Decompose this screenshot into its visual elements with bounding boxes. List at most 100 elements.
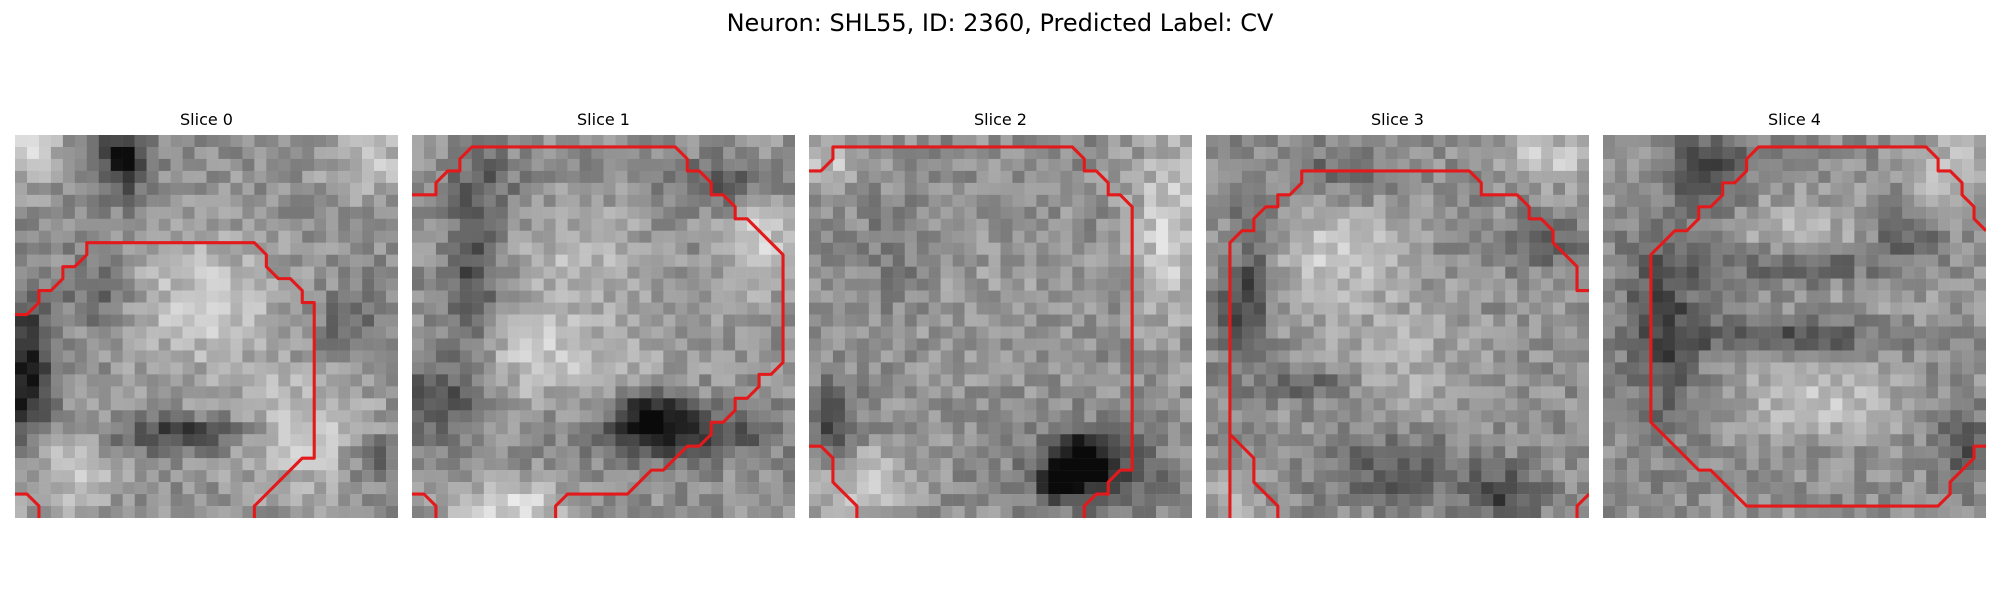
pixel (1770, 266, 1783, 279)
pixel (964, 242, 977, 255)
pixel (591, 135, 604, 148)
pixel (86, 374, 100, 387)
pixel (1603, 182, 1616, 196)
pixel (1626, 135, 1640, 148)
pixel (1577, 314, 1589, 327)
pixel (1156, 158, 1169, 172)
pixel (1866, 182, 1879, 196)
pixel (62, 170, 76, 184)
pixel (952, 446, 965, 459)
pixel (1890, 278, 1903, 291)
pixel (495, 398, 508, 411)
pixel (1674, 290, 1688, 303)
pixel (1662, 362, 1676, 375)
pixel (1890, 398, 1903, 411)
pixel (687, 350, 700, 363)
pixel (1974, 278, 1986, 291)
pixel (314, 230, 327, 243)
pixel (1048, 170, 1061, 184)
pixel (627, 182, 640, 196)
pixel (1084, 362, 1097, 375)
pixel (1337, 194, 1350, 208)
pixel (1818, 278, 1831, 291)
pixel (1662, 290, 1676, 303)
pixel (856, 398, 870, 411)
pixel (1000, 506, 1013, 518)
pixel (1517, 494, 1530, 507)
pixel (1890, 254, 1903, 267)
pixel (579, 290, 592, 303)
pixel (1108, 230, 1121, 243)
pixel (1421, 470, 1434, 483)
pixel (880, 278, 894, 291)
pixel (15, 494, 28, 507)
pixel (423, 206, 437, 220)
pixel (543, 326, 556, 339)
pixel (86, 386, 100, 399)
pixel (783, 350, 795, 363)
pixel (904, 290, 917, 303)
pixel (1806, 362, 1819, 375)
pixel (1132, 374, 1145, 387)
pixel (350, 434, 363, 447)
pixel (1253, 182, 1267, 196)
pixel (1337, 422, 1350, 435)
pixel (290, 338, 303, 351)
pixel (783, 398, 795, 411)
pixel (591, 278, 604, 291)
pixel (651, 434, 664, 447)
pixel (483, 266, 497, 279)
pixel (1698, 410, 1711, 423)
pixel (122, 386, 135, 399)
pixel (1397, 135, 1410, 148)
pixel (1734, 158, 1747, 172)
pixel (1517, 278, 1530, 291)
pixel (1108, 326, 1121, 339)
pixel (1108, 254, 1121, 267)
pixel (1493, 434, 1506, 447)
pixel (687, 326, 700, 339)
pixel (1289, 302, 1302, 315)
pixel (651, 422, 664, 435)
pixel (615, 230, 628, 243)
pixel (868, 350, 882, 363)
pixel (302, 278, 315, 291)
pixel (1638, 410, 1652, 423)
pixel (134, 135, 147, 148)
pixel (555, 146, 568, 160)
pixel (1036, 230, 1049, 243)
pixel (38, 434, 52, 447)
pixel (567, 206, 580, 220)
pixel (928, 278, 941, 291)
pixel (1421, 482, 1434, 495)
pixel (194, 506, 207, 518)
pixel (1842, 302, 1855, 315)
pixel (880, 302, 894, 315)
pixel (651, 314, 664, 327)
pixel (1734, 242, 1747, 255)
pixel (1349, 374, 1362, 387)
pixel (483, 146, 497, 160)
pixel (615, 446, 628, 459)
pixel (663, 398, 676, 411)
pixel (1120, 338, 1133, 351)
pixel (362, 230, 375, 243)
pixel (687, 410, 700, 423)
pixel (1084, 206, 1097, 220)
pixel (1842, 158, 1855, 172)
pixel (1481, 266, 1494, 279)
pixel (1277, 218, 1291, 231)
pixel (1253, 470, 1267, 483)
pixel (1229, 398, 1243, 411)
pixel (591, 290, 604, 303)
pixel (1493, 218, 1506, 231)
slice-0-title: Slice 0 (180, 110, 233, 129)
pixel (1156, 182, 1169, 196)
pixel (699, 182, 712, 196)
pixel (86, 230, 100, 243)
pixel (1962, 338, 1975, 351)
pixel (1926, 206, 1939, 220)
pixel (615, 278, 628, 291)
pixel (194, 350, 207, 363)
pixel (122, 374, 135, 387)
